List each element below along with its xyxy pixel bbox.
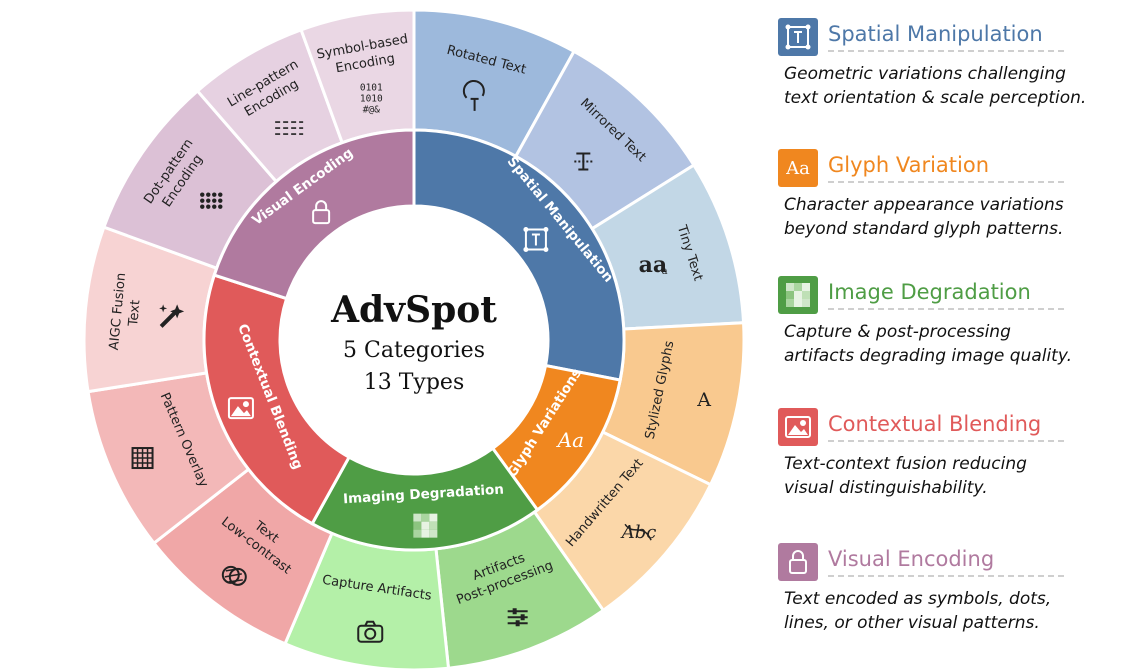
pixel-blocks-icon xyxy=(778,276,818,314)
legend-description-line: text orientation & scale perception. xyxy=(784,88,1087,108)
svg-text:a: a xyxy=(662,266,668,277)
transform-text-icon xyxy=(523,226,549,252)
pixel-blocks-icon xyxy=(413,513,438,538)
legend-description: Character appearance variations beyond st… xyxy=(784,193,1118,241)
svg-text:A: A xyxy=(696,389,711,411)
dot-grid-icon xyxy=(200,192,223,209)
legend-header: Visual Encoding xyxy=(778,543,1118,581)
lock-icon-glyph xyxy=(789,550,807,574)
handwritten-icon: Abc xyxy=(620,522,657,543)
legend-header: Aa Glyph Variation xyxy=(778,149,1118,187)
rotated-text-icon xyxy=(462,79,485,111)
overlap-circles-icon xyxy=(221,565,247,586)
svg-text:aa: aa xyxy=(639,252,668,278)
aa-icon: Aa xyxy=(778,149,818,187)
center-disc xyxy=(280,206,548,474)
image-icon xyxy=(227,397,254,420)
legend-header: Spatial Manipulation xyxy=(778,18,1118,56)
grid-icon xyxy=(131,447,154,470)
svg-text:1010: 1010 xyxy=(360,94,383,105)
mirrored-text-icon xyxy=(574,152,593,171)
legend-description-line: Text encoded as symbols, dots, xyxy=(784,589,1052,609)
legend-title: Glyph Variation xyxy=(828,153,1064,183)
legend-title: Contextual Blending xyxy=(828,412,1064,442)
camera-icon xyxy=(357,620,384,643)
transform-text-icon xyxy=(778,18,818,56)
legend-title: Spatial Manipulation xyxy=(828,22,1064,52)
legend-item-2: Image Degradation Capture & post-processi… xyxy=(778,276,1118,368)
legend-item-4: Visual Encoding Text encoded as symbols, … xyxy=(778,543,1118,635)
svg-text:#@&: #@& xyxy=(363,105,380,116)
legend-description-line: Capture & post-processing xyxy=(784,322,1011,342)
legend-description: Text-context fusion reducing visual disti… xyxy=(784,452,1118,500)
svg-text:0101: 0101 xyxy=(360,83,383,94)
svg-text:Aa: Aa xyxy=(556,428,584,452)
legend-description-line: lines, or other visual patterns. xyxy=(784,613,1040,633)
legend-description: Capture & post-processing artifacts degra… xyxy=(784,320,1118,368)
sliders-icon xyxy=(507,608,528,627)
legend-description-line: Text-context fusion reducing xyxy=(784,454,1027,474)
center-title: AdvSpot xyxy=(330,289,497,331)
tiny-text-icon: aaa xyxy=(639,252,668,278)
type-label-contextual-2: AIGC Fusion xyxy=(107,272,129,351)
legend-description-line: visual distinguishability. xyxy=(784,478,988,498)
magic-wand-icon xyxy=(159,304,185,328)
legend-title: Visual Encoding xyxy=(828,547,1064,577)
legend-item-0: Spatial Manipulation Geometric variations… xyxy=(778,18,1118,110)
image-icon xyxy=(778,408,818,446)
transform-text-icon-glyph xyxy=(785,24,811,50)
lock-icon xyxy=(778,543,818,581)
legend-description: Text encoded as symbols, dots, lines, or … xyxy=(784,587,1118,635)
legend-description-line: Geometric variations challenging xyxy=(784,64,1066,84)
legend-item-1: Aa Glyph Variation Character appearance va… xyxy=(778,149,1118,241)
legend-item-3: Contextual Blending Text-context fusion r… xyxy=(778,408,1118,500)
image-icon-glyph xyxy=(785,416,811,438)
center-categories: 5 Categories xyxy=(343,338,485,363)
legend-header: Contextual Blending xyxy=(778,408,1118,446)
stylized-glyph-icon: A xyxy=(696,389,711,411)
legend-description: Geometric variations challenging text ori… xyxy=(784,62,1118,110)
legend-description-line: beyond standard glyph patterns. xyxy=(784,219,1064,239)
legend-title: Image Degradation xyxy=(828,280,1064,310)
lock-icon xyxy=(312,200,331,225)
legend-description-line: artifacts degrading image quality. xyxy=(784,346,1072,366)
type-label-contextual-2: Text xyxy=(126,299,144,328)
legend-description-line: Character appearance variations xyxy=(784,195,1064,215)
legend-header: Image Degradation xyxy=(778,276,1118,314)
aa-icon: Aa xyxy=(556,428,584,452)
dashed-lines-icon xyxy=(275,121,304,135)
pixel-blocks-icon-glyph xyxy=(786,283,810,307)
center-types: 13 Types xyxy=(364,370,464,395)
